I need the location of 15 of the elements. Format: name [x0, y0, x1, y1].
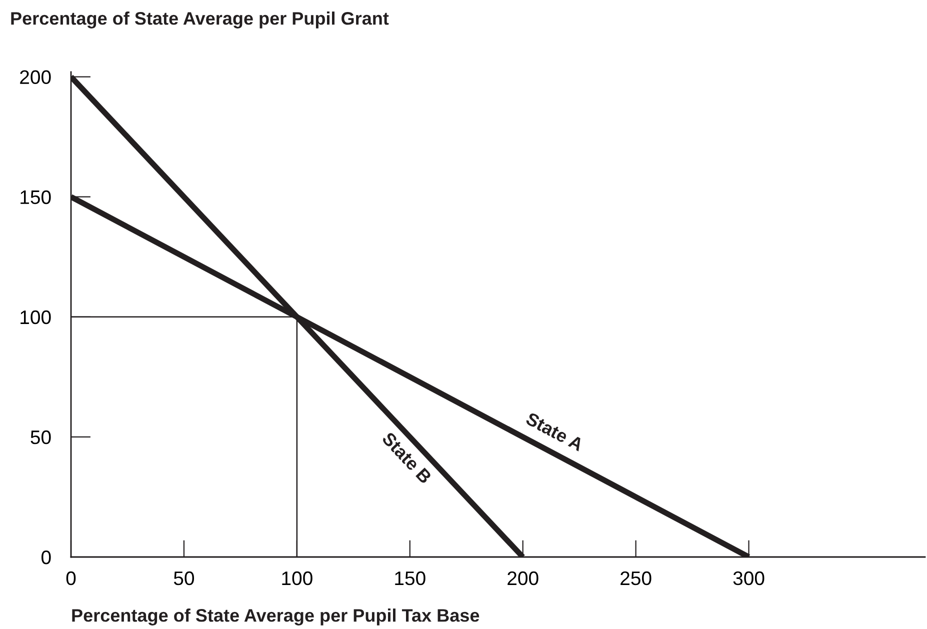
- x-tick-label: 300: [733, 571, 764, 586]
- x-tick-label: 150: [395, 571, 426, 586]
- x-tick-label: 100: [282, 571, 312, 586]
- x-tick-label: 200: [508, 571, 538, 586]
- x-tick-label: 250: [620, 571, 652, 586]
- y-tick-label: 100: [20, 310, 51, 324]
- y-tick-label: 50: [30, 430, 51, 444]
- x-axis-title: Percentage of State Average per Pupil Tax Base: [72, 608, 480, 626]
- y-axis-title: Percentage of State Average per Pupil Grant: [11, 12, 389, 28]
- text: State A: [524, 412, 584, 452]
- y-tick-label: 200: [20, 70, 51, 84]
- x-tick-label: 0: [66, 571, 76, 586]
- y-tick-label: 0: [42, 550, 51, 564]
- x-tick-label: 50: [174, 571, 194, 586]
- y-tick-label: 150: [20, 190, 51, 204]
